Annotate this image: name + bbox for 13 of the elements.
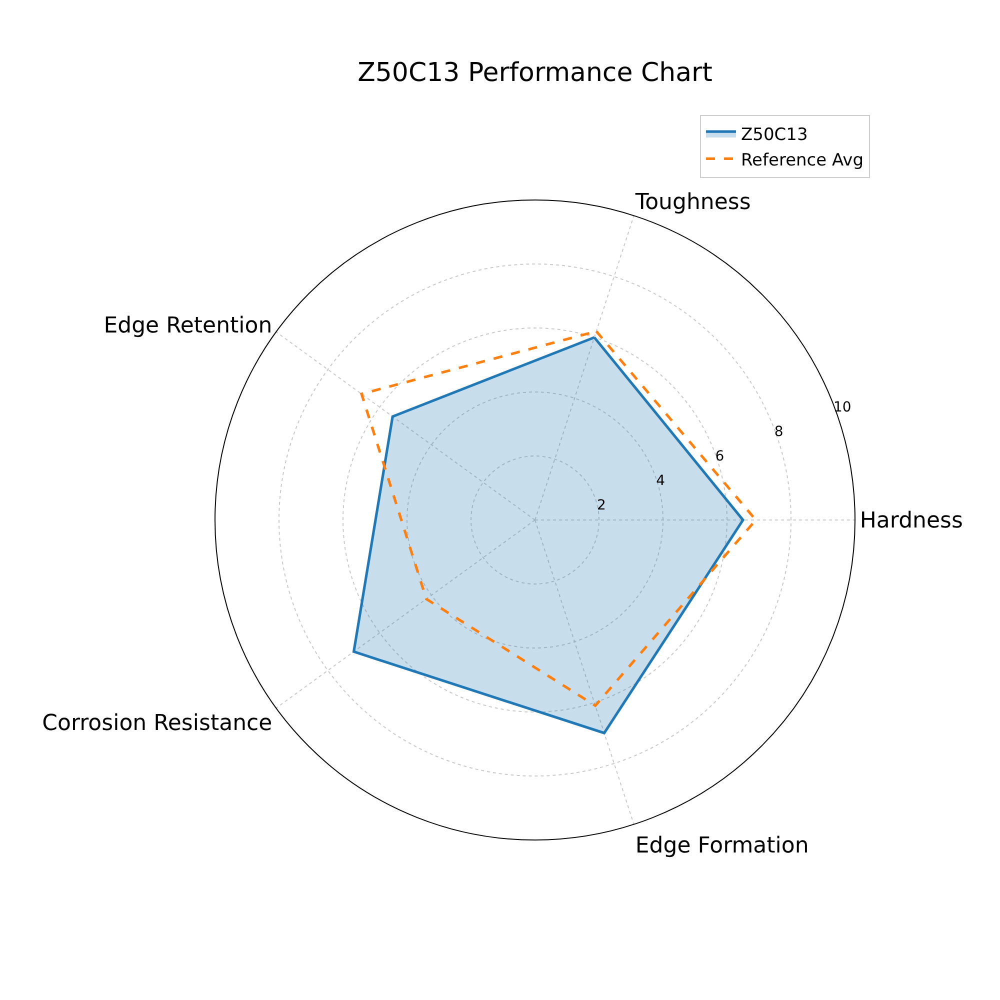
y-tick-label: 10	[834, 399, 852, 416]
spoke-label: Edge Formation	[635, 833, 809, 858]
y-tick-label: 4	[656, 472, 666, 489]
spoke-label: Toughness	[634, 190, 751, 216]
spoke-label: Edge Retention	[104, 314, 272, 339]
spoke-label: Corrosion Resistance	[42, 711, 272, 736]
y-tick-label: 8	[774, 424, 784, 440]
y-tick-label: 2	[597, 497, 606, 514]
legend-label: Reference Avg	[741, 150, 864, 170]
y-tick-label: 6	[715, 448, 724, 464]
chart-title: Z50C13 Performance Chart	[358, 58, 712, 88]
spoke-label: Hardness	[860, 508, 963, 534]
legend-label: Z50C13	[741, 125, 808, 146]
